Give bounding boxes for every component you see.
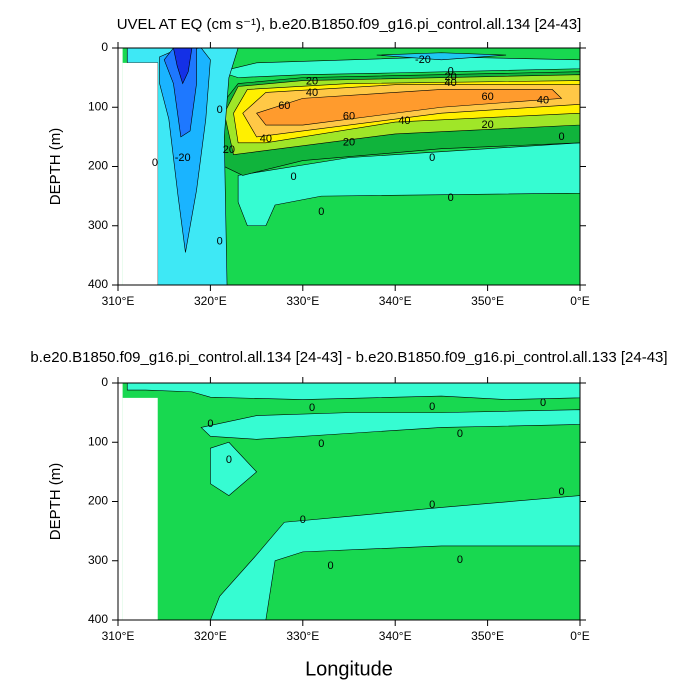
contour-label: 40 — [260, 133, 272, 145]
contour-label: 0 — [327, 560, 333, 572]
contour-label: 40 — [537, 95, 549, 107]
contour-label: 0 — [318, 206, 324, 218]
y-tick-label: 200 — [88, 494, 108, 508]
contour-label: 0 — [448, 66, 454, 78]
contour-label: 20 — [223, 144, 235, 156]
contour-region — [210, 441, 258, 496]
contour-label: 0 — [457, 428, 463, 440]
x-tick-label: 320°E — [194, 629, 227, 643]
y-tick-label: 0 — [101, 40, 108, 54]
contour-label: 0 — [429, 401, 435, 413]
contour-region — [256, 89, 563, 126]
y-tick-label: 300 — [88, 553, 108, 567]
contour-label: 0 — [448, 192, 454, 204]
x-tick-label: 0°E — [570, 629, 589, 643]
contour-label: 60 — [343, 111, 355, 123]
contour-label: 20 — [445, 71, 457, 83]
contour-label: 60 — [278, 100, 290, 112]
y-axis-label: DEPTH (m) — [47, 128, 64, 206]
contour-label: 0 — [217, 236, 223, 248]
y-tick-label: 200 — [88, 159, 108, 173]
contour-label: 0 — [207, 418, 213, 430]
contour-label: 0 — [309, 402, 315, 414]
contour-label: 0 — [290, 171, 296, 183]
x-tick-label: 340°E — [379, 294, 412, 308]
contour-label: 0 — [152, 157, 158, 169]
contour-label: 0 — [558, 131, 564, 143]
contour-region — [376, 52, 507, 61]
contour-label: 0 — [429, 499, 435, 511]
contour-region — [122, 62, 158, 285]
x-tick-label: 350°E — [471, 294, 504, 308]
contour-label: 0 — [300, 514, 306, 526]
contour-label: 40 — [306, 87, 318, 99]
contour-label: 0 — [318, 438, 324, 450]
x-tick-label: 320°E — [194, 294, 227, 308]
y-tick-label: 400 — [88, 612, 108, 626]
x-axis-label: Longitude — [305, 658, 393, 680]
x-tick-label: 340°E — [379, 629, 412, 643]
contour-region — [122, 397, 158, 620]
y-tick-label: 300 — [88, 218, 108, 232]
contour-region — [122, 383, 581, 620]
contour-label: -20 — [415, 54, 431, 66]
x-tick-label: 350°E — [471, 629, 504, 643]
contour-label: 0 — [540, 397, 546, 409]
contour-label: 0 — [457, 554, 463, 566]
x-tick-label: 310°E — [102, 629, 135, 643]
contour-label: 40 — [398, 115, 410, 127]
contour-label: 0 — [558, 486, 564, 498]
contour-label: 20 — [481, 119, 493, 131]
y-axis-label: DEPTH (m) — [47, 463, 64, 541]
contour-label: 20 — [306, 76, 318, 88]
contour-label: 20 — [343, 137, 355, 149]
contour-label: 0 — [429, 152, 435, 164]
y-tick-label: 100 — [88, 434, 108, 448]
x-tick-label: 330°E — [286, 629, 319, 643]
y-tick-label: 400 — [88, 277, 108, 291]
chart-title: UVEL AT EQ (cm s⁻¹), b.e20.B1850.f09_g16… — [117, 16, 582, 33]
contour-label: 0 — [226, 454, 232, 466]
contour-label: 60 — [481, 91, 493, 103]
y-tick-label: 0 — [101, 375, 108, 389]
contour-region — [209, 495, 581, 621]
x-tick-label: 310°E — [102, 294, 135, 308]
contour-label: 0 — [217, 104, 223, 116]
contour-label: 40 — [445, 77, 457, 89]
chart-title: b.e20.B1850.f09_g16.pi_control.all.134 [… — [30, 349, 667, 366]
x-tick-label: 330°E — [286, 294, 319, 308]
contour-label: -20 — [175, 152, 191, 164]
x-tick-label: 0°E — [570, 294, 589, 308]
contour-region — [237, 142, 581, 227]
y-tick-label: 100 — [88, 99, 108, 113]
